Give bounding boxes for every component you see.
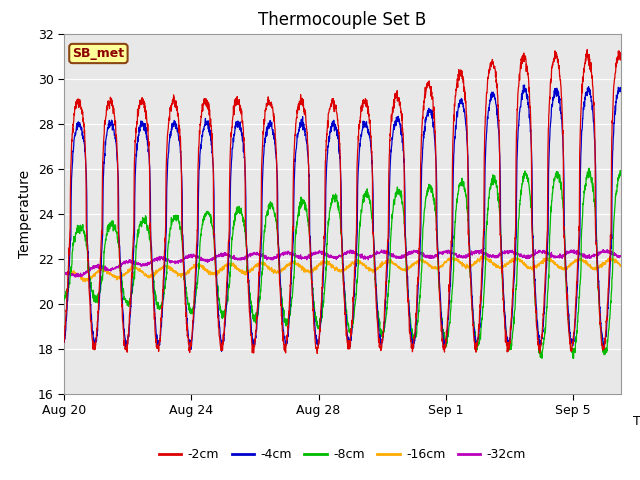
X-axis label: Time: Time <box>633 415 640 428</box>
Text: SB_met: SB_met <box>72 47 124 60</box>
Title: Thermocouple Set B: Thermocouple Set B <box>259 11 426 29</box>
Legend: -2cm, -4cm, -8cm, -16cm, -32cm: -2cm, -4cm, -8cm, -16cm, -32cm <box>154 443 531 466</box>
Y-axis label: Temperature: Temperature <box>18 169 32 258</box>
